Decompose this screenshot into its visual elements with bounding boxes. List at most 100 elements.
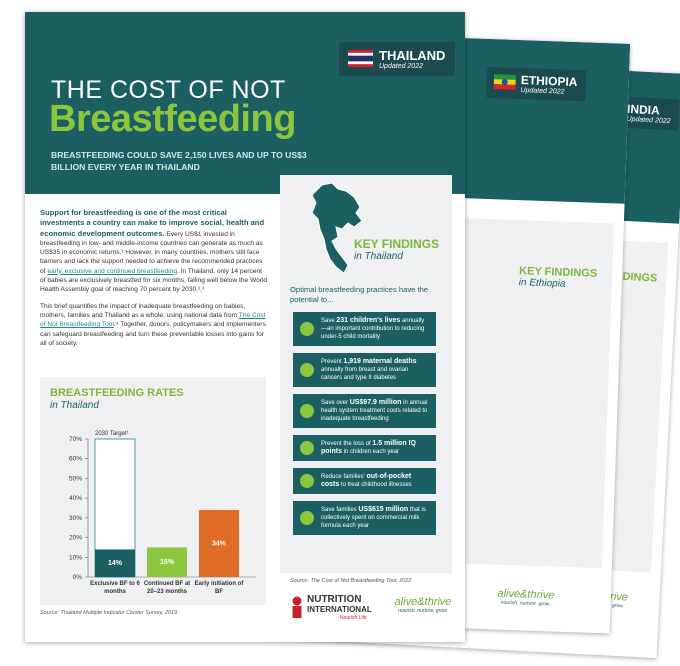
flag-ethiopia [493, 74, 517, 90]
findings-list: Save 231 children's lives annually—an im… [293, 312, 436, 542]
check-icon [300, 441, 314, 455]
findings-heading: KEY FINDINGS in Thailand [354, 237, 439, 262]
findings-intro: Optimal breastfeeding practices have the… [290, 285, 429, 304]
y-tick-label: 20% [69, 535, 82, 542]
value-label: 34% [212, 540, 227, 547]
findings-sub: in Thailand [354, 251, 403, 262]
x-tick-label: Early initiation of BF [194, 581, 244, 595]
chart-title: BREASTFEEDING RATES [50, 387, 184, 399]
chart-box: BREASTFEEDING RATES in Thailand 0% 10% 20%… [40, 377, 266, 605]
bold-text: 231 children's lives [336, 317, 401, 324]
finding-text: Save 231 children's lives annually—an im… [321, 317, 430, 341]
text: annually—an important contribution to re… [321, 318, 425, 340]
text: Save [321, 318, 337, 324]
check-icon [300, 511, 314, 525]
finding-text: Prevent the loss of 1.5 million IQ point… [321, 440, 430, 456]
finding-text: Reduce families' out-of-pocket costs to … [321, 473, 430, 489]
target-label: 2030 Target¹ [95, 431, 129, 437]
text: Prevent [321, 359, 344, 365]
ni-line2: INTERNATIONAL [307, 605, 372, 614]
bold-text: US$615 million [358, 506, 409, 513]
y-tick-label: 40% [69, 495, 82, 502]
x-tick-label: Exclusive BF to 6 months [90, 581, 140, 595]
text: Every US$1 invested in breastfeeding in … [40, 230, 263, 275]
bar [199, 509, 239, 577]
y-tick-label: 10% [69, 554, 82, 561]
text: Reduce families' [321, 474, 367, 480]
bold-text: US$97.9 million [349, 399, 402, 406]
bold-text: 1.5 million IQ points [321, 440, 416, 455]
check-icon [300, 322, 314, 336]
text: in annual health system treatment costs … [321, 400, 428, 422]
body-text: Support for breastfeeding is one of the … [40, 208, 268, 355]
subtitle: BREASTFEEDING COULD SAVE 2,150 LIVES AND… [51, 150, 307, 172]
check-icon [300, 363, 314, 377]
text: in children each year [342, 449, 400, 455]
finding-item: Prevent the loss of 1.5 million IQ point… [293, 435, 436, 461]
link[interactable]: early, exclusive and continued breastfee… [47, 267, 177, 275]
title-line1: THE COST OF NOT [51, 76, 286, 104]
link[interactable]: The Cost of Not Breastfeeding Tool [40, 311, 266, 329]
finding-text: Save over US$97.9 million in annual heal… [321, 399, 430, 423]
paragraph: This brief quantifies the impact of inad… [40, 302, 268, 348]
finding-item: Prevent 1,919 maternal deaths annually f… [293, 353, 436, 387]
country: THAILAND [379, 48, 446, 63]
finding-text: Save families US$615 million that is col… [321, 506, 430, 530]
y-tick-label: 30% [69, 515, 82, 522]
value-label: 14% [108, 560, 123, 567]
text: that is collectively spent on commercial… [321, 507, 426, 529]
y-tick-label: 60% [69, 456, 82, 463]
finding-item: Save families US$615 million that is col… [293, 501, 436, 535]
lead: Support for breastfeeding is one of the … [40, 208, 265, 238]
bold-text: out-of-pocket costs [321, 473, 412, 488]
y-tick-label: 50% [69, 475, 82, 482]
title-line2: Breastfeeding [49, 98, 296, 140]
text: .⁴ Together, donors, policymakers and im… [40, 321, 266, 347]
findings-source: Source: The Cost of Not Breastfeeding To… [290, 578, 412, 584]
text: annually from breast and ovarian cancers… [321, 367, 409, 381]
alive-thrive-logo: alive&thrive nourish. nurture. grow. [475, 587, 576, 608]
sheet-thailand: THAILAND Updated 2022 THE COST OF NOT Br… [25, 12, 465, 642]
sheet-ethiopia: ETHIOPIA Updated 2022 KEY FINDINGS in Et… [169, 28, 631, 634]
text: Prevent the loss of [321, 441, 373, 447]
finding-item: Save over US$97.9 million in annual heal… [293, 394, 436, 428]
thailand-map [311, 183, 363, 274]
finding-item: Reduce families' out-of-pocket costs to … [293, 468, 436, 494]
bar [147, 547, 187, 577]
bold-text: 1,919 maternal deaths [343, 358, 417, 365]
text: Save over [321, 400, 350, 406]
paragraph: Support for breastfeeding is one of the … [40, 208, 268, 295]
check-icon [300, 474, 314, 488]
logo-tag: nourish. nurture. grow. [398, 608, 448, 614]
finding-text: Prevent 1,919 maternal deaths annually f… [321, 358, 430, 382]
updated: Updated 2022 [626, 115, 671, 126]
finding-item: Save 231 children's lives annually—an im… [293, 312, 436, 346]
y-tick-label: 0% [73, 574, 83, 581]
ni-tag: Nourish Life [340, 615, 367, 621]
updated: Updated 2022 [379, 63, 423, 70]
ni-icon [292, 596, 302, 618]
value-label: 15% [160, 559, 175, 566]
findings-panel: KEY FINDINGS in Thailand Optimal breastf… [280, 175, 452, 573]
findings-heading: KEY FINDINGS in Ethiopia [519, 265, 598, 291]
findings-title: KEY FINDINGS [354, 237, 440, 251]
chart: 0% 10% 20% 30% 40% 50% 60% 70% 2030 Target¹ 14% 15… [69, 431, 256, 581]
alive-thrive-logo: alive&thrive nourish. nurture. grow. [383, 596, 463, 614]
logo-tag: nourish. nurture. grow. [500, 599, 551, 608]
text: . In Thailand, only 14 percent of babies… [40, 267, 268, 294]
x-tick-label: Continued BF at 20–23 months [143, 581, 191, 595]
country-tag: ETHIOPIA Updated 2022 [486, 66, 586, 102]
ni-line1: NUTRITION [307, 594, 362, 605]
text: This brief quantifies the impact of inad… [40, 302, 246, 319]
chart-subtitle: in Thailand [50, 400, 99, 411]
text: to treat childhood illnesses [339, 482, 412, 488]
country-tag: THAILAND Updated 2022 [339, 42, 456, 76]
check-icon [300, 404, 314, 418]
flag-thailand [348, 50, 373, 67]
text: Save families [321, 507, 359, 513]
y-tick-label: 70% [69, 436, 82, 443]
chart-source: Source: Thailand Multiple Indicator Clus… [40, 610, 178, 616]
logo-text: alive&thrive [394, 596, 452, 608]
bar [95, 549, 135, 577]
